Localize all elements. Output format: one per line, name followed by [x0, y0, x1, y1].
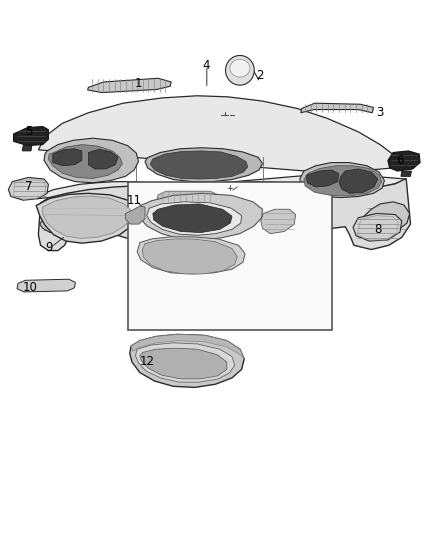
Polygon shape [137, 237, 245, 274]
Polygon shape [147, 202, 242, 235]
Bar [127, 182, 332, 330]
Polygon shape [88, 78, 171, 93]
Text: 6: 6 [396, 154, 403, 167]
Text: 5: 5 [25, 125, 32, 138]
Text: 4: 4 [202, 59, 210, 71]
Polygon shape [17, 279, 75, 292]
Polygon shape [40, 209, 79, 233]
Polygon shape [157, 191, 218, 202]
Polygon shape [304, 166, 382, 196]
Polygon shape [140, 348, 227, 379]
Polygon shape [43, 196, 132, 238]
Text: 11: 11 [127, 193, 141, 207]
Polygon shape [300, 163, 385, 198]
Text: 2: 2 [257, 69, 264, 82]
Polygon shape [53, 149, 82, 166]
Polygon shape [125, 206, 145, 224]
Polygon shape [135, 343, 235, 382]
Polygon shape [130, 334, 244, 387]
Polygon shape [364, 202, 410, 233]
Ellipse shape [230, 59, 250, 77]
Polygon shape [301, 103, 374, 113]
Text: 7: 7 [25, 181, 32, 193]
Text: 1: 1 [135, 77, 142, 90]
Polygon shape [37, 96, 406, 199]
Polygon shape [36, 193, 137, 243]
Polygon shape [401, 171, 411, 176]
Polygon shape [388, 151, 420, 171]
Polygon shape [261, 209, 296, 233]
Text: 12: 12 [140, 356, 155, 368]
Polygon shape [48, 144, 122, 179]
Polygon shape [339, 169, 378, 193]
Polygon shape [353, 214, 402, 241]
Text: 9: 9 [46, 241, 53, 254]
Polygon shape [150, 151, 248, 179]
Polygon shape [139, 193, 262, 240]
Text: 8: 8 [374, 223, 381, 236]
Polygon shape [142, 239, 237, 274]
Polygon shape [131, 334, 244, 359]
Polygon shape [8, 177, 48, 200]
Polygon shape [44, 138, 138, 183]
Text: 10: 10 [22, 281, 37, 294]
Ellipse shape [226, 55, 254, 85]
Polygon shape [153, 204, 232, 232]
Polygon shape [39, 179, 410, 251]
Polygon shape [306, 170, 339, 187]
Polygon shape [22, 146, 32, 151]
Polygon shape [145, 148, 262, 182]
Polygon shape [88, 149, 118, 169]
Text: 3: 3 [376, 106, 384, 119]
Polygon shape [14, 126, 48, 146]
